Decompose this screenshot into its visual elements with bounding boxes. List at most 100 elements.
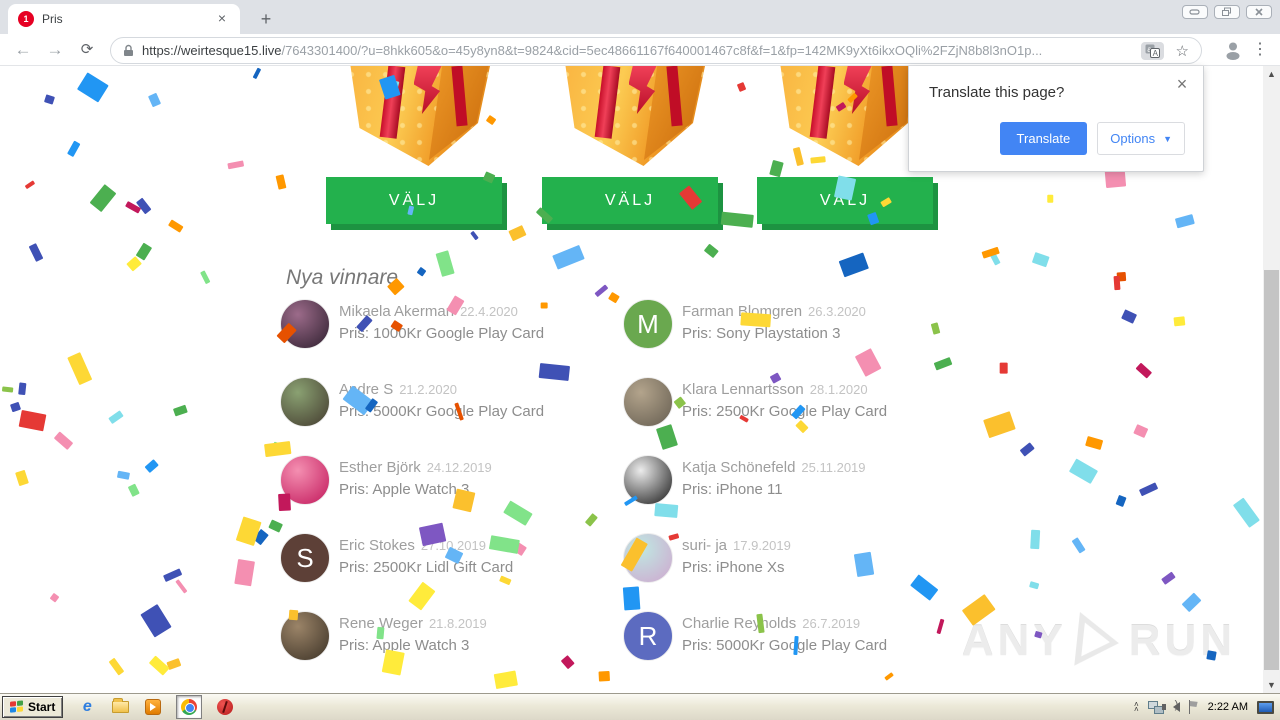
winner-name: Mikaela Akerman	[339, 303, 455, 320]
chrome-icon[interactable]	[176, 695, 203, 719]
options-label: Options	[1110, 131, 1156, 146]
winner-name: Rene Weger	[339, 615, 423, 632]
back-button[interactable]: ←	[14, 40, 32, 59]
vertical-scrollbar[interactable]: ▲ ▼	[1263, 66, 1280, 693]
security-flag-icon[interactable]	[1188, 700, 1199, 714]
winner-prize: Pris: Apple Watch 3	[339, 637, 470, 654]
winner-avatar	[623, 377, 673, 427]
internet-explorer-icon[interactable]: e	[82, 698, 92, 715]
winner-prize: Pris: Sony Playstation 3	[682, 325, 841, 342]
display-icon[interactable]	[1257, 700, 1274, 714]
browser-toolbar: ← → ⟳ https://weirtesque15.live/76433014…	[0, 34, 1280, 66]
media-player-icon[interactable]	[143, 697, 163, 717]
winner-avatar: S	[280, 533, 330, 583]
url-text: https://weirtesque15.live/7643301400/?u=…	[142, 43, 1043, 58]
choose-button-1[interactable]: VÄLJ	[326, 177, 502, 224]
windows-logo-icon	[10, 700, 24, 713]
scrollbar-thumb[interactable]	[1264, 270, 1279, 670]
scroll-up-icon[interactable]: ▲	[1267, 69, 1276, 79]
winner-avatar	[623, 533, 673, 583]
gift-box-3[interactable]	[773, 66, 923, 166]
winner-prize: Pris: 2500Kr Google Play Card	[682, 403, 888, 420]
watermark-run: RUN	[1128, 616, 1236, 665]
profile-avatar-icon[interactable]	[1222, 39, 1244, 66]
folder-icon[interactable]	[110, 697, 130, 717]
browser-menu-icon[interactable]: ⋮	[1252, 41, 1268, 58]
taskbar: Start e ˄˄ 2:22 AM	[0, 693, 1280, 720]
forward-button[interactable]: →	[46, 40, 64, 59]
browser-tab[interactable]: 1 Pris ×	[8, 4, 240, 34]
winner-name: Esther Björk	[339, 459, 421, 476]
svg-text:a: a	[1147, 45, 1152, 54]
quick-launch: e	[77, 695, 235, 719]
reload-button[interactable]: ⟳	[80, 41, 94, 58]
watermark-any: ANY	[961, 616, 1067, 665]
options-button[interactable]: Options ▼	[1097, 122, 1185, 155]
translate-page-icon[interactable]: a A	[1140, 41, 1164, 60]
winner-list-item: Esther Björk 24.12.2019 Pris: Apple Watch…	[280, 455, 544, 505]
gift-box-1[interactable]	[343, 66, 493, 166]
winner-text: Katja Schönefeld 25.11.2019 Pris: iPhone …	[682, 455, 866, 498]
clock: 2:22 AM	[1207, 701, 1248, 713]
winner-avatar	[280, 455, 330, 505]
address-bar[interactable]: https://weirtesque15.live/7643301400/?u=…	[110, 37, 1202, 64]
choose-button-2[interactable]: VÄLJ	[542, 177, 718, 224]
window-restore-button[interactable]	[1214, 5, 1240, 19]
winner-name: Eric Stokes	[339, 537, 415, 554]
winner-text: Rene Weger 21.8.2019 Pris: Apple Watch 3	[339, 611, 487, 654]
restore-icon	[1222, 7, 1231, 16]
winner-text: Andre S 21.2.2020 Pris: 5000Kr Google Pla…	[339, 377, 544, 420]
winner-date: 28.1.2020	[809, 382, 868, 397]
winner-name: Farman Blomgren	[682, 303, 803, 320]
winner-text: Eric Stokes 27.10.2019 Pris: 2500Kr Lidl …	[339, 533, 513, 576]
winner-date: 24.12.2019	[426, 460, 492, 475]
minimize-icon	[1189, 9, 1200, 15]
winner-date: 22.4.2020	[460, 304, 518, 319]
winner-date: 21.8.2019	[428, 616, 487, 631]
bookmark-star-icon[interactable]: ☆	[1175, 42, 1189, 60]
close-icon	[1255, 8, 1263, 16]
winner-text: Charlie Reynolds 26.7.2019 Pris: 5000Kr G…	[682, 611, 887, 654]
translate-button[interactable]: Translate	[999, 122, 1088, 155]
winner-list-item: R Charlie Reynolds 26.7.2019 Pris: 5000Kr…	[623, 611, 887, 661]
window-minimize-button[interactable]	[1182, 5, 1208, 19]
winner-list-item: M Farman Blomgren 26.3.2020 Pris: Sony Pl…	[623, 299, 887, 349]
tab-strip: 1 Pris × +	[0, 0, 1280, 34]
winner-name: Katja Schönefeld	[682, 459, 796, 476]
winner-prize: Pris: 1000Kr Google Play Card	[339, 325, 545, 342]
volume-icon[interactable]	[1161, 699, 1180, 712]
winners-heading: Nya vinnare	[286, 266, 399, 289]
gift-box-2[interactable]	[558, 66, 708, 166]
winner-date: 21.2.2020	[399, 382, 458, 397]
popup-close-icon[interactable]: ×	[1176, 74, 1188, 94]
winner-avatar	[280, 377, 330, 427]
choose-button-3[interactable]: VÄLJ	[757, 177, 933, 224]
window-close-button[interactable]	[1246, 5, 1272, 19]
winner-prize: Pris: 2500Kr Lidl Gift Card	[339, 559, 514, 576]
winner-date: 17.9.2019	[733, 538, 791, 553]
new-tab-button[interactable]: +	[260, 9, 272, 29]
winner-list-item: Klara Lennartsson 28.1.2020 Pris: 2500Kr …	[623, 377, 887, 427]
system-tray: ˄˄ 2:22 AM	[1134, 694, 1280, 720]
scroll-down-icon[interactable]: ▼	[1267, 680, 1276, 690]
winner-prize: Pris: 5000Kr Google Play Card	[339, 403, 545, 420]
person-icon	[1226, 42, 1240, 60]
anyrun-watermark: ANY RUN	[961, 611, 1236, 671]
winner-name: Andre S	[339, 381, 394, 398]
start-button[interactable]: Start	[2, 696, 64, 718]
show-hidden-icons-icon[interactable]: ˄ ˄	[1133, 700, 1139, 714]
tab-title: Pris	[42, 12, 63, 26]
winner-avatar: R	[623, 611, 673, 661]
translate-icon: a A	[1145, 44, 1160, 58]
winner-list-item: Mikaela Akerman 22.4.2020 Pris: 1000Kr Go…	[280, 299, 544, 349]
winners-column-left: Mikaela Akerman 22.4.2020 Pris: 1000Kr Go…	[280, 299, 544, 661]
winner-list-item: Katja Schönefeld 25.11.2019 Pris: iPhone …	[623, 455, 887, 505]
chevron-down-icon: ▼	[1163, 133, 1172, 144]
svg-text:A: A	[1152, 49, 1158, 58]
red-app-icon[interactable]	[215, 697, 235, 717]
translate-popup: Translate this page? × Translate Options…	[908, 66, 1204, 172]
winner-date: 26.7.2019	[802, 616, 861, 631]
winner-prize: Pris: 5000Kr Google Play Card	[682, 637, 888, 654]
tab-close-icon[interactable]: ×	[217, 10, 227, 26]
winner-avatar: M	[623, 299, 673, 349]
